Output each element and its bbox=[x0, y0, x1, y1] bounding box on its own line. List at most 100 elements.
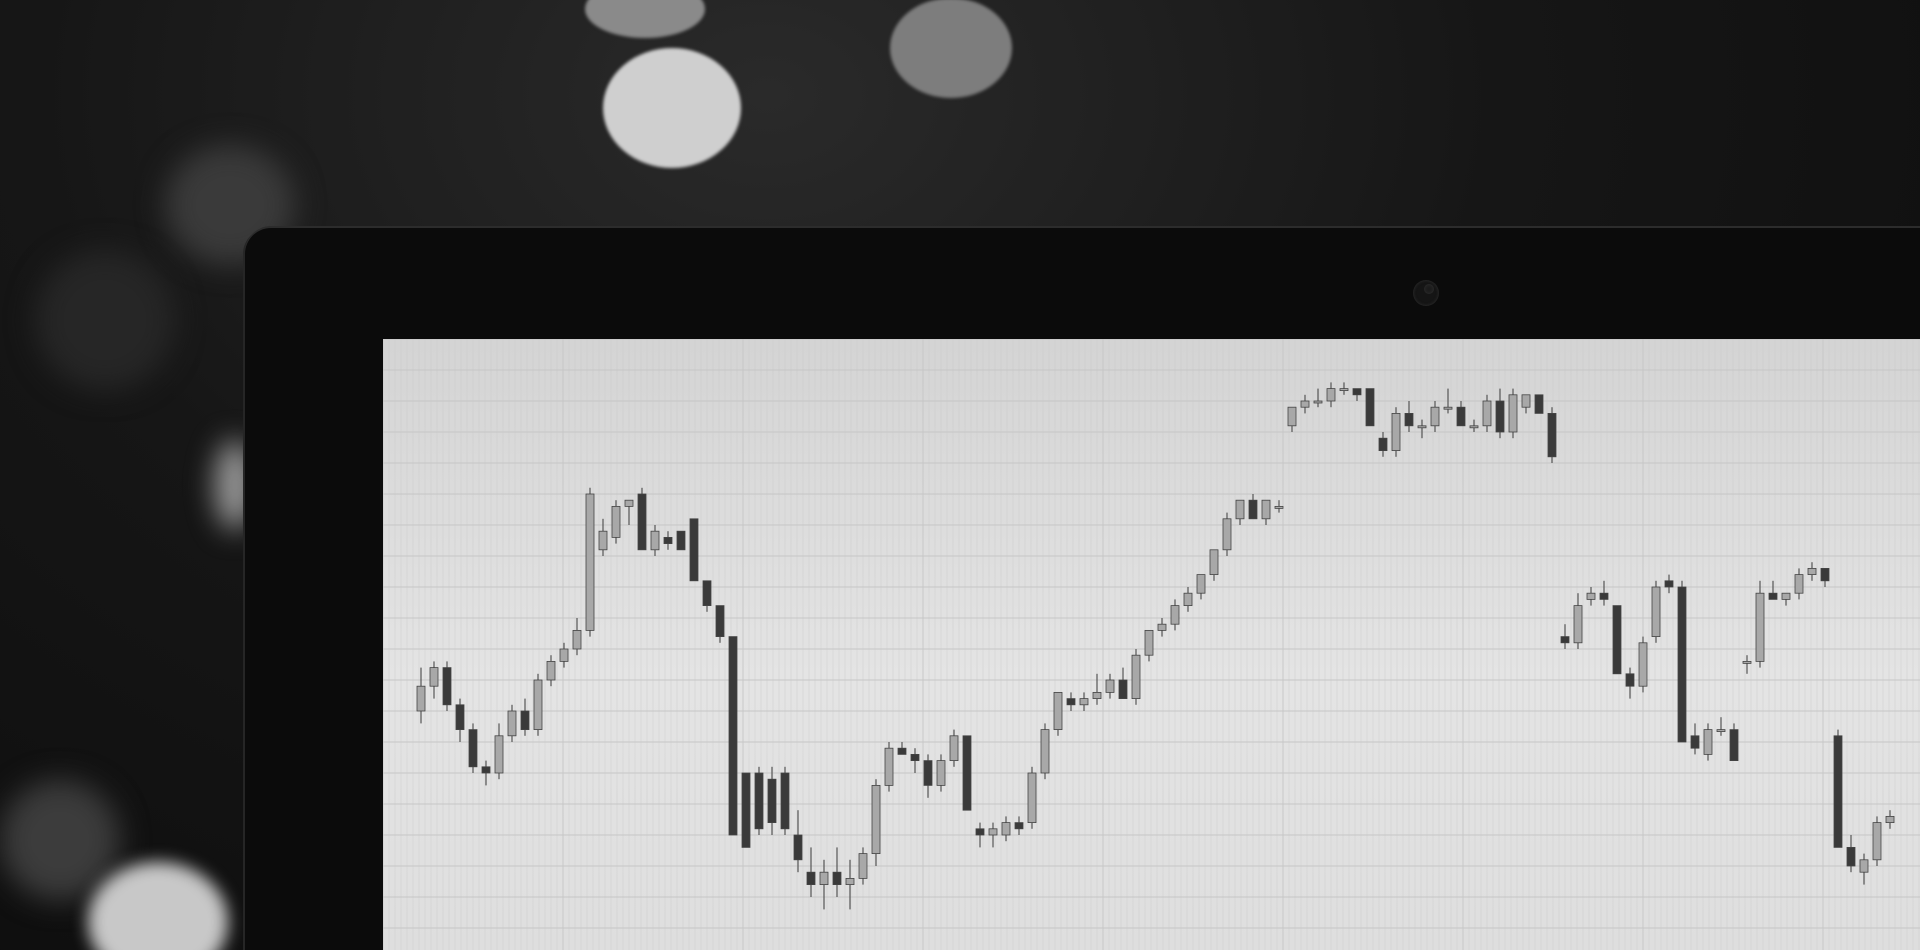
candle-down bbox=[715, 605, 725, 638]
candle-up bbox=[1651, 586, 1661, 637]
candle-down bbox=[1378, 437, 1388, 451]
candle-down bbox=[754, 772, 764, 830]
candle-up bbox=[572, 629, 582, 650]
candle-up bbox=[1261, 499, 1271, 520]
candle-up bbox=[1313, 400, 1323, 404]
candle-down bbox=[637, 493, 647, 551]
candle-up bbox=[845, 878, 855, 886]
candle-up bbox=[559, 648, 569, 662]
candle-up bbox=[1300, 400, 1310, 408]
candle-up bbox=[611, 505, 621, 538]
candle-up bbox=[949, 735, 959, 761]
candle-up bbox=[624, 499, 634, 507]
bokeh-light bbox=[88, 862, 228, 950]
candle-up bbox=[1027, 772, 1037, 823]
candle-down bbox=[780, 772, 790, 830]
candle-down bbox=[663, 536, 673, 544]
candle-up bbox=[533, 679, 543, 730]
candle-down bbox=[702, 580, 712, 607]
candle-up bbox=[1287, 406, 1297, 427]
candle-up bbox=[1391, 413, 1401, 452]
candle-down bbox=[1599, 592, 1609, 600]
bokeh-light bbox=[585, 0, 705, 38]
candle-down bbox=[1248, 499, 1258, 520]
candle-up bbox=[650, 530, 660, 551]
candle-up bbox=[1131, 654, 1141, 700]
candle-up bbox=[988, 828, 998, 836]
candle-down bbox=[1612, 605, 1622, 675]
candle-up bbox=[1040, 729, 1050, 774]
candle-up bbox=[1274, 505, 1284, 509]
candle-down bbox=[923, 760, 933, 786]
candle-up bbox=[1001, 822, 1011, 836]
candle-down bbox=[1846, 846, 1856, 867]
candle-up bbox=[1885, 815, 1895, 823]
candle-down bbox=[1547, 413, 1557, 458]
candle-down bbox=[1014, 822, 1024, 830]
candle-up bbox=[1196, 574, 1206, 594]
candle-up bbox=[858, 853, 868, 879]
candle-down bbox=[832, 871, 842, 886]
candle-up bbox=[494, 735, 504, 774]
candle-up bbox=[1235, 499, 1245, 520]
candle-up bbox=[429, 667, 439, 687]
candle-up bbox=[1638, 642, 1648, 687]
laptop-screen bbox=[383, 339, 1920, 950]
candle-up bbox=[1092, 691, 1102, 699]
chart-grid bbox=[383, 339, 1920, 950]
candle-down bbox=[1820, 567, 1830, 582]
candle-down bbox=[481, 766, 491, 774]
candle-down bbox=[455, 704, 465, 730]
candle-up bbox=[1872, 822, 1882, 861]
candle-up bbox=[1521, 394, 1531, 408]
candle-up bbox=[1430, 406, 1440, 427]
candle-up bbox=[884, 747, 894, 786]
candle-up bbox=[1170, 605, 1180, 625]
candle-up bbox=[1469, 425, 1479, 429]
candle-down bbox=[1833, 735, 1843, 848]
candle-down bbox=[1690, 735, 1700, 749]
candle-down bbox=[910, 753, 920, 761]
candle-up bbox=[1105, 679, 1115, 693]
candle-up bbox=[1859, 859, 1869, 873]
candle-up bbox=[1508, 394, 1518, 433]
candle-down bbox=[1664, 580, 1674, 588]
candle-down bbox=[676, 530, 686, 551]
candle-down bbox=[1729, 729, 1739, 762]
candle-down bbox=[728, 636, 738, 836]
candle-down bbox=[975, 828, 985, 836]
candle-up bbox=[546, 660, 556, 681]
candle-up bbox=[1755, 592, 1765, 662]
candle-up bbox=[936, 760, 946, 786]
candle-down bbox=[1560, 636, 1570, 644]
candle-up bbox=[1703, 729, 1713, 755]
candle-up bbox=[1209, 549, 1219, 576]
candle-down bbox=[793, 834, 803, 861]
candle-up bbox=[1573, 605, 1583, 644]
candle-down bbox=[1066, 698, 1076, 706]
candle-down bbox=[806, 871, 816, 886]
candle-up bbox=[1807, 567, 1817, 575]
candle-down bbox=[1118, 679, 1128, 700]
candle-up bbox=[416, 685, 426, 712]
candle-up bbox=[871, 784, 881, 854]
candle-up bbox=[1326, 388, 1336, 402]
candle-up bbox=[585, 493, 595, 631]
chart-candles bbox=[416, 382, 1895, 910]
candle-down bbox=[897, 747, 907, 755]
candle-down bbox=[767, 778, 777, 824]
candle-down bbox=[1404, 413, 1414, 427]
sensor-dot-icon bbox=[1424, 284, 1434, 294]
candle-up bbox=[1482, 400, 1492, 427]
candle-up bbox=[1222, 518, 1232, 551]
candle-down bbox=[1625, 673, 1635, 687]
candle-up bbox=[1339, 388, 1349, 391]
candle-up bbox=[1157, 623, 1167, 631]
candle-down bbox=[1677, 586, 1687, 743]
candle-up bbox=[1079, 698, 1089, 706]
candle-up bbox=[1781, 592, 1791, 600]
candle-up bbox=[1716, 729, 1726, 733]
candle-down bbox=[962, 735, 972, 811]
candle-up bbox=[819, 871, 829, 886]
